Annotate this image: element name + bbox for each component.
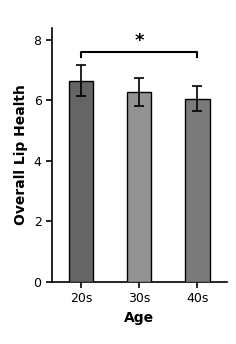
- Y-axis label: Overall Lip Health: Overall Lip Health: [14, 84, 28, 225]
- Bar: [69, 80, 93, 282]
- Text: *: *: [135, 32, 144, 50]
- Bar: [127, 92, 152, 282]
- X-axis label: Age: Age: [124, 311, 154, 325]
- Bar: [185, 99, 210, 282]
